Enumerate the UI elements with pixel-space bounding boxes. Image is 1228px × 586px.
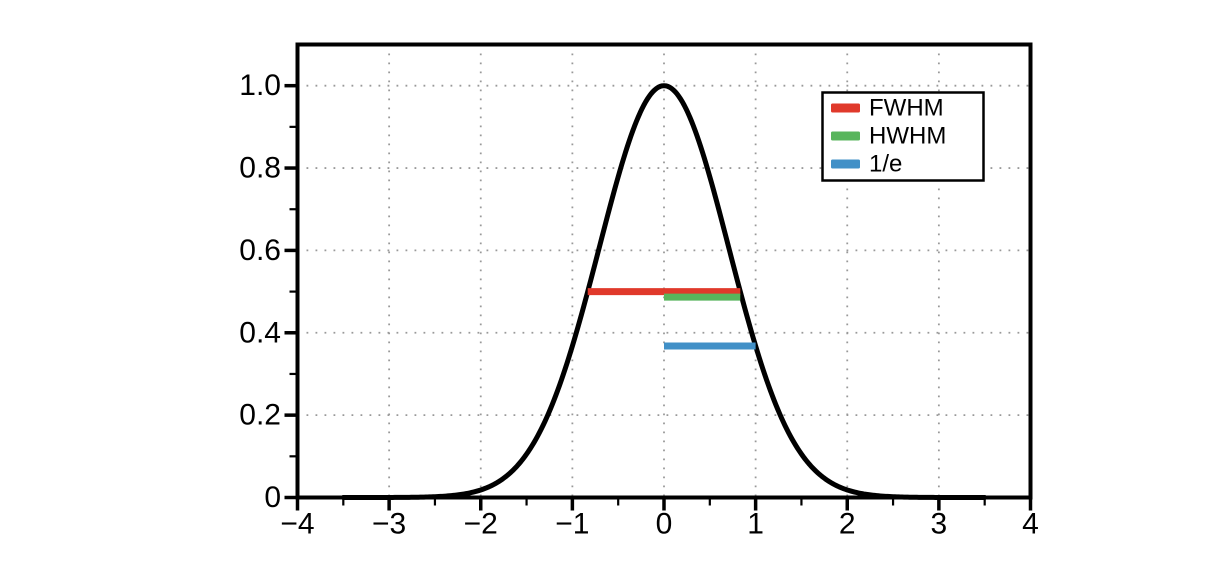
y-tick-label: 0.2: [239, 399, 281, 432]
x-tick-label: 1: [747, 508, 764, 541]
legend-label-fwhm: FWHM: [869, 95, 944, 122]
y-tick-label: 0.4: [239, 316, 281, 349]
y-tick-label: 0.8: [239, 152, 281, 185]
y-tick-label: 0: [264, 481, 281, 514]
x-tick-label: 2: [839, 508, 856, 541]
x-tick-label: 0: [656, 508, 673, 541]
legend-swatch-fwhm: [831, 103, 860, 113]
axes-frame: [295, 42, 1033, 500]
legend-swatch-hwhm: [831, 131, 860, 141]
x-tick-label: −1: [555, 508, 589, 541]
x-tick-label: 4: [1022, 508, 1039, 541]
tick-label-group: −4 −3 −2 −1 0 1 2 3 4 0 0.2 0.4 0.6 0.8 1.0: [239, 69, 1039, 540]
grid-group: [297, 44, 1031, 498]
x-tick-label: −3: [372, 508, 406, 541]
annotation-group: [587, 288, 756, 350]
legend-label-hwhm: HWHM: [869, 123, 946, 150]
y-tick-label: 0.6: [239, 234, 281, 267]
y-tick-label: 1.0: [239, 69, 281, 102]
x-tick-label: 3: [931, 508, 948, 541]
legend: FWHM HWHM 1/e: [821, 91, 985, 182]
legend-swatch-1-over-e: [831, 159, 860, 169]
tick-group: [284, 83, 1033, 511]
legend-label-1-over-e: 1/e: [869, 151, 902, 178]
x-tick-label: −4: [280, 508, 314, 541]
x-tick-label: −2: [464, 508, 498, 541]
